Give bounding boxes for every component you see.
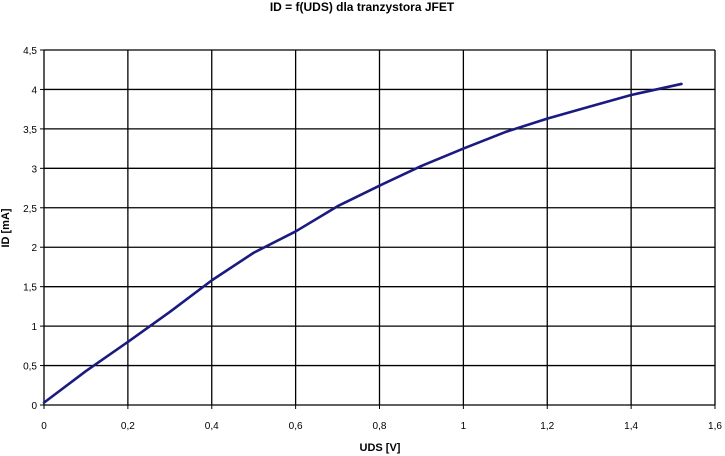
y-tick-label: 2,5 [23,204,37,215]
y-tick-label: 4 [31,85,37,96]
x-tick-label: 1,6 [708,421,722,432]
series-group [42,82,683,404]
y-axis-ticks: 0 0,5 1 1,5 2 2,5 3 3,5 4 4,5 [23,46,37,412]
y-tick-label: 1 [31,322,37,333]
chart-title: ID = f(UDS) dla tranzystora JFET [270,0,455,14]
x-tick-label: 1,2 [540,421,554,432]
series-line [42,82,683,404]
y-tick-label: 4,5 [23,46,37,57]
x-tick-label: 0,6 [289,421,303,432]
x-tick-label: 1,4 [624,421,638,432]
x-tick-label: 1 [461,421,467,432]
y-tick-label: 1,5 [23,283,37,294]
y-tick-label: 2 [31,243,37,254]
x-tick-label: 0,2 [121,421,135,432]
x-tick-label: 0,8 [373,421,387,432]
x-tick-label: 0,4 [205,421,219,432]
x-axis-label: UDS [V] [360,442,401,454]
x-axis-ticks: 0 0,2 0,4 0,6 0,8 1 1,2 1,4 1,6 [41,421,722,432]
y-tick-label: 0 [31,401,37,412]
y-tick-label: 0,5 [23,362,37,373]
gridlines [40,49,716,409]
y-tick-label: 3,5 [23,125,37,136]
y-axis-label: ID [mA] [0,208,12,247]
x-tick-label: 0 [41,421,47,432]
y-tick-label: 3 [31,164,37,175]
